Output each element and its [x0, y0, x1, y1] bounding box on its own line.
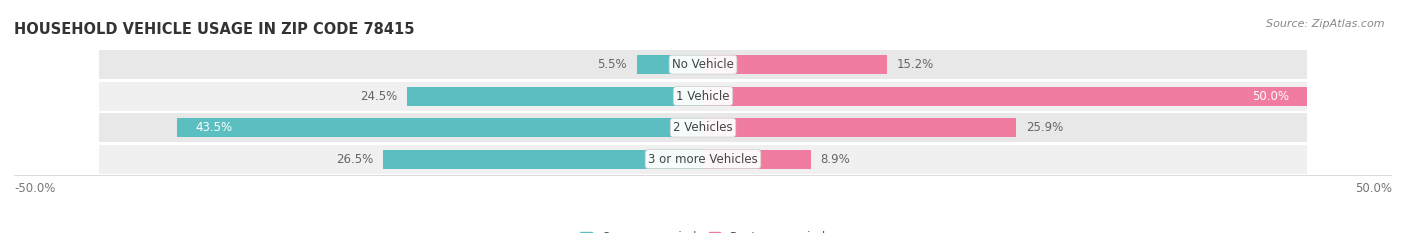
Bar: [98, 145, 1308, 174]
Text: -50.0%: -50.0%: [14, 182, 55, 195]
Text: 26.5%: 26.5%: [336, 153, 373, 166]
Bar: [637, 55, 703, 74]
Text: 3 or more Vehicles: 3 or more Vehicles: [648, 153, 758, 166]
Bar: [382, 150, 703, 168]
Text: 2 Vehicles: 2 Vehicles: [673, 121, 733, 134]
Text: 5.5%: 5.5%: [598, 58, 627, 71]
Bar: [98, 82, 1308, 111]
Bar: [406, 87, 703, 106]
Text: HOUSEHOLD VEHICLE USAGE IN ZIP CODE 78415: HOUSEHOLD VEHICLE USAGE IN ZIP CODE 7841…: [14, 22, 415, 37]
Bar: [703, 55, 887, 74]
Text: 8.9%: 8.9%: [820, 153, 851, 166]
Legend: Owner-occupied, Renter-occupied: Owner-occupied, Renter-occupied: [575, 226, 831, 233]
Text: 24.5%: 24.5%: [360, 90, 398, 103]
Bar: [98, 113, 1308, 142]
Text: 43.5%: 43.5%: [195, 121, 232, 134]
Text: 50.0%: 50.0%: [1253, 90, 1289, 103]
Text: 15.2%: 15.2%: [897, 58, 934, 71]
Bar: [703, 118, 1017, 137]
Text: No Vehicle: No Vehicle: [672, 58, 734, 71]
Text: 1 Vehicle: 1 Vehicle: [676, 90, 730, 103]
Bar: [703, 87, 1308, 106]
Text: Source: ZipAtlas.com: Source: ZipAtlas.com: [1267, 19, 1385, 29]
Bar: [177, 118, 703, 137]
Bar: [98, 50, 1308, 79]
Text: 50.0%: 50.0%: [1355, 182, 1392, 195]
Bar: [703, 150, 811, 168]
Text: 25.9%: 25.9%: [1026, 121, 1063, 134]
